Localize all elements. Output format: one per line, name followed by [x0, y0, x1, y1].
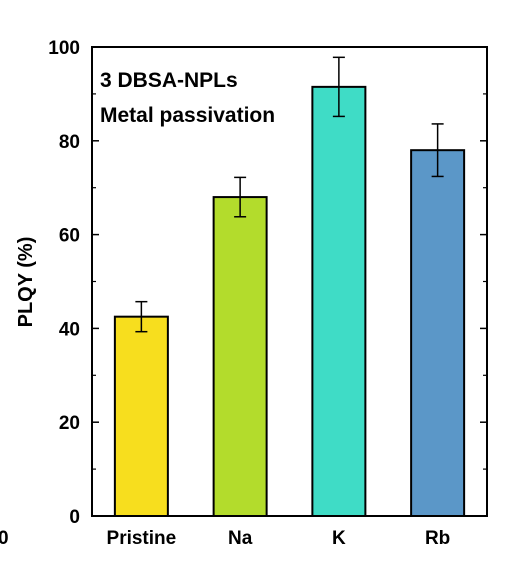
annotation-line-1: 3 DBSA-NPLs [100, 69, 238, 92]
bar-na [212, 196, 268, 518]
y-tick-label-80: 80 [59, 132, 80, 153]
y-tick-label-100: 100 [48, 38, 80, 59]
x-tick-label-k: K [332, 528, 346, 549]
y-tick-label-0: 0 [69, 507, 80, 528]
bar-k [311, 85, 367, 518]
cropped-tick-label: 0 [0, 528, 9, 549]
x-tick-label-na: Na [228, 528, 253, 549]
bar-rb [410, 149, 466, 517]
y-tick-label-60: 60 [59, 226, 80, 247]
plot-area: Pristine Na K Rb 0 20 40 60 80 100 [48, 38, 488, 549]
y-tick-label-20: 20 [59, 413, 80, 434]
x-tick-label-rb: Rb [425, 528, 450, 549]
y-tick-label-40: 40 [59, 319, 80, 340]
y-axis-label: PLQY (%) [15, 237, 37, 328]
bar-pristine [113, 315, 169, 517]
plot-frame [91, 46, 488, 517]
x-tick-label-pristine: Pristine [107, 528, 177, 549]
annotation-line-2: Metal passivation [100, 104, 275, 127]
